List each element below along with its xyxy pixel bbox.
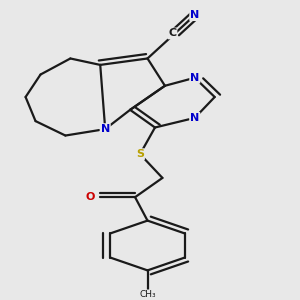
Text: O: O: [85, 192, 95, 202]
Text: N: N: [100, 124, 110, 134]
Text: N: N: [190, 73, 200, 83]
Text: C: C: [168, 28, 176, 38]
Text: N: N: [190, 113, 200, 123]
Text: N: N: [190, 10, 200, 20]
Text: CH₃: CH₃: [139, 290, 156, 299]
Text: S: S: [136, 149, 144, 159]
